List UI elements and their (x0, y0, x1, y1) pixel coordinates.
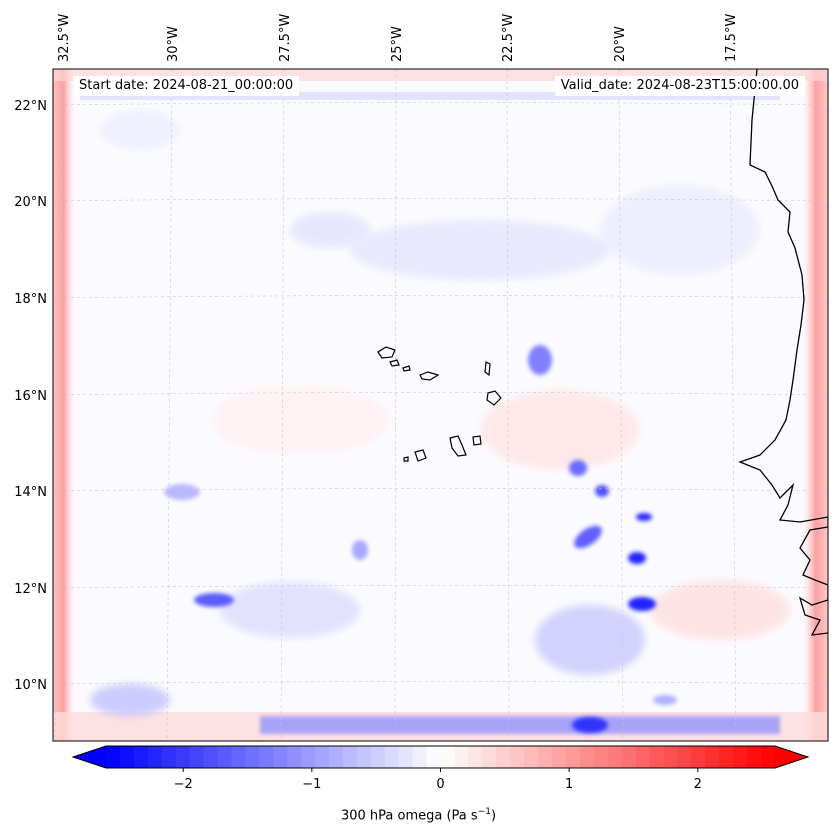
colorbar-cell (663, 746, 679, 768)
colorbar-cell (315, 746, 330, 768)
colorbar-outline (71, 745, 810, 769)
lon-tick-label: 30°W (166, 26, 181, 62)
colorbar-cell (412, 746, 428, 768)
lat-tick-label: 16°N (14, 389, 47, 404)
colorbar-cell (552, 746, 567, 768)
colorbar-cell (691, 746, 706, 768)
colorbar-cells (106, 746, 776, 768)
lon-tick-label: 20°W (613, 26, 628, 62)
map-frame (52, 68, 829, 742)
colorbar-cell (579, 746, 595, 768)
colorbar-cell (440, 746, 456, 768)
colorbar-cell (454, 746, 469, 768)
colorbar-cell (161, 746, 177, 768)
colorbar-cell (538, 746, 553, 768)
colorbar-cell (496, 746, 511, 768)
colorbar-cell (565, 746, 581, 768)
units-label: Pa s (451, 808, 478, 824)
colorbar-cell (329, 746, 344, 768)
lon-tick-label: 25°W (390, 26, 405, 62)
lat-tick-label: 14°N (14, 485, 47, 500)
colorbar-cell (217, 746, 233, 768)
colorbar-cell (273, 746, 288, 768)
colorbar-cell (635, 746, 651, 768)
units-exponent: −1 (477, 807, 491, 817)
colorbar-cell (301, 746, 316, 768)
colorbar-cell (482, 746, 497, 768)
colorbar-cell (287, 746, 302, 768)
lon-tick-label: 17.5°W (724, 14, 739, 62)
colorbar-cell (677, 746, 692, 768)
lat-tick-label: 10°N (14, 678, 47, 693)
lat-tick-label: 12°N (14, 582, 47, 597)
colorbar-cell (524, 746, 539, 768)
colorbar-cell (705, 746, 720, 768)
colorbar-cell (510, 746, 525, 768)
lat-tick-label: 20°N (14, 195, 47, 210)
colorbar-cell (370, 746, 386, 768)
cape-verde-islands (377, 346, 502, 462)
colorbar-cell (189, 746, 205, 768)
colorbar-cell (398, 746, 414, 768)
colorbar-cell (245, 746, 260, 768)
lon-tick-label: 27.5°W (278, 14, 293, 62)
valid-date-label: Valid_date: 2024-08-23T15:00:00.00 (554, 76, 805, 96)
colorbar-cell (384, 746, 400, 768)
omega-field (53, 69, 828, 741)
colorbar-extend-low (73, 746, 106, 768)
lon-tick-label: 22.5°W (501, 14, 516, 62)
lon-tick-label: 32.5°W (57, 14, 72, 62)
colorbar-cell (342, 746, 358, 768)
lat-tick-label: 22°N (14, 99, 47, 114)
colorbar-cell (468, 746, 483, 768)
colorbar-tick-label: 2 (694, 777, 702, 792)
colorbar-title: 300 hPa omega (Pa s−1) (340, 807, 497, 824)
colorbar-tick-label: 0 (436, 777, 444, 792)
colorbar: −2 −1 0 1 2 (71, 745, 810, 792)
colorbar-ticks: −2 −1 0 1 2 (174, 768, 702, 792)
lat-tick-label: 18°N (14, 292, 47, 307)
colorbar-cell (649, 746, 665, 768)
colorbar-cell (133, 746, 149, 768)
latitude-tick-labels: 22°N 20°N 18°N 16°N 14°N 12°N 10°N (14, 99, 47, 693)
colorbar-cell (106, 746, 121, 768)
colorbar-cell (733, 746, 748, 768)
colorbar-cell (147, 746, 163, 768)
colorbar-cell (761, 746, 776, 768)
colorbar-cell (426, 746, 442, 768)
colorbar-cell (231, 746, 246, 768)
colorbar-cell (593, 746, 609, 768)
colorbar-cell (175, 746, 191, 768)
colorbar-extend-high (775, 746, 808, 768)
coastline-africa (738, 69, 828, 636)
colorbar-cell (719, 746, 734, 768)
colorbar-tick-label: −1 (302, 777, 321, 792)
colorbar-cell (259, 746, 274, 768)
variable-label: 300 hPa omega (340, 808, 443, 824)
start-date-label: Start date: 2024-08-21_00:00:00 (73, 76, 300, 96)
colorbar-cell (607, 746, 623, 768)
colorbar-cell (356, 746, 372, 768)
colorbar-tick-label: −2 (174, 777, 193, 792)
colorbar-cell (747, 746, 762, 768)
colorbar-cell (119, 746, 135, 768)
colorbar-cell (621, 746, 637, 768)
colorbar-tick-label: 1 (565, 777, 573, 792)
colorbar-cell (203, 746, 219, 768)
longitude-tick-labels: 32.5°W 30°W 27.5°W 25°W 22.5°W 20°W 17.5°W (57, 14, 739, 62)
